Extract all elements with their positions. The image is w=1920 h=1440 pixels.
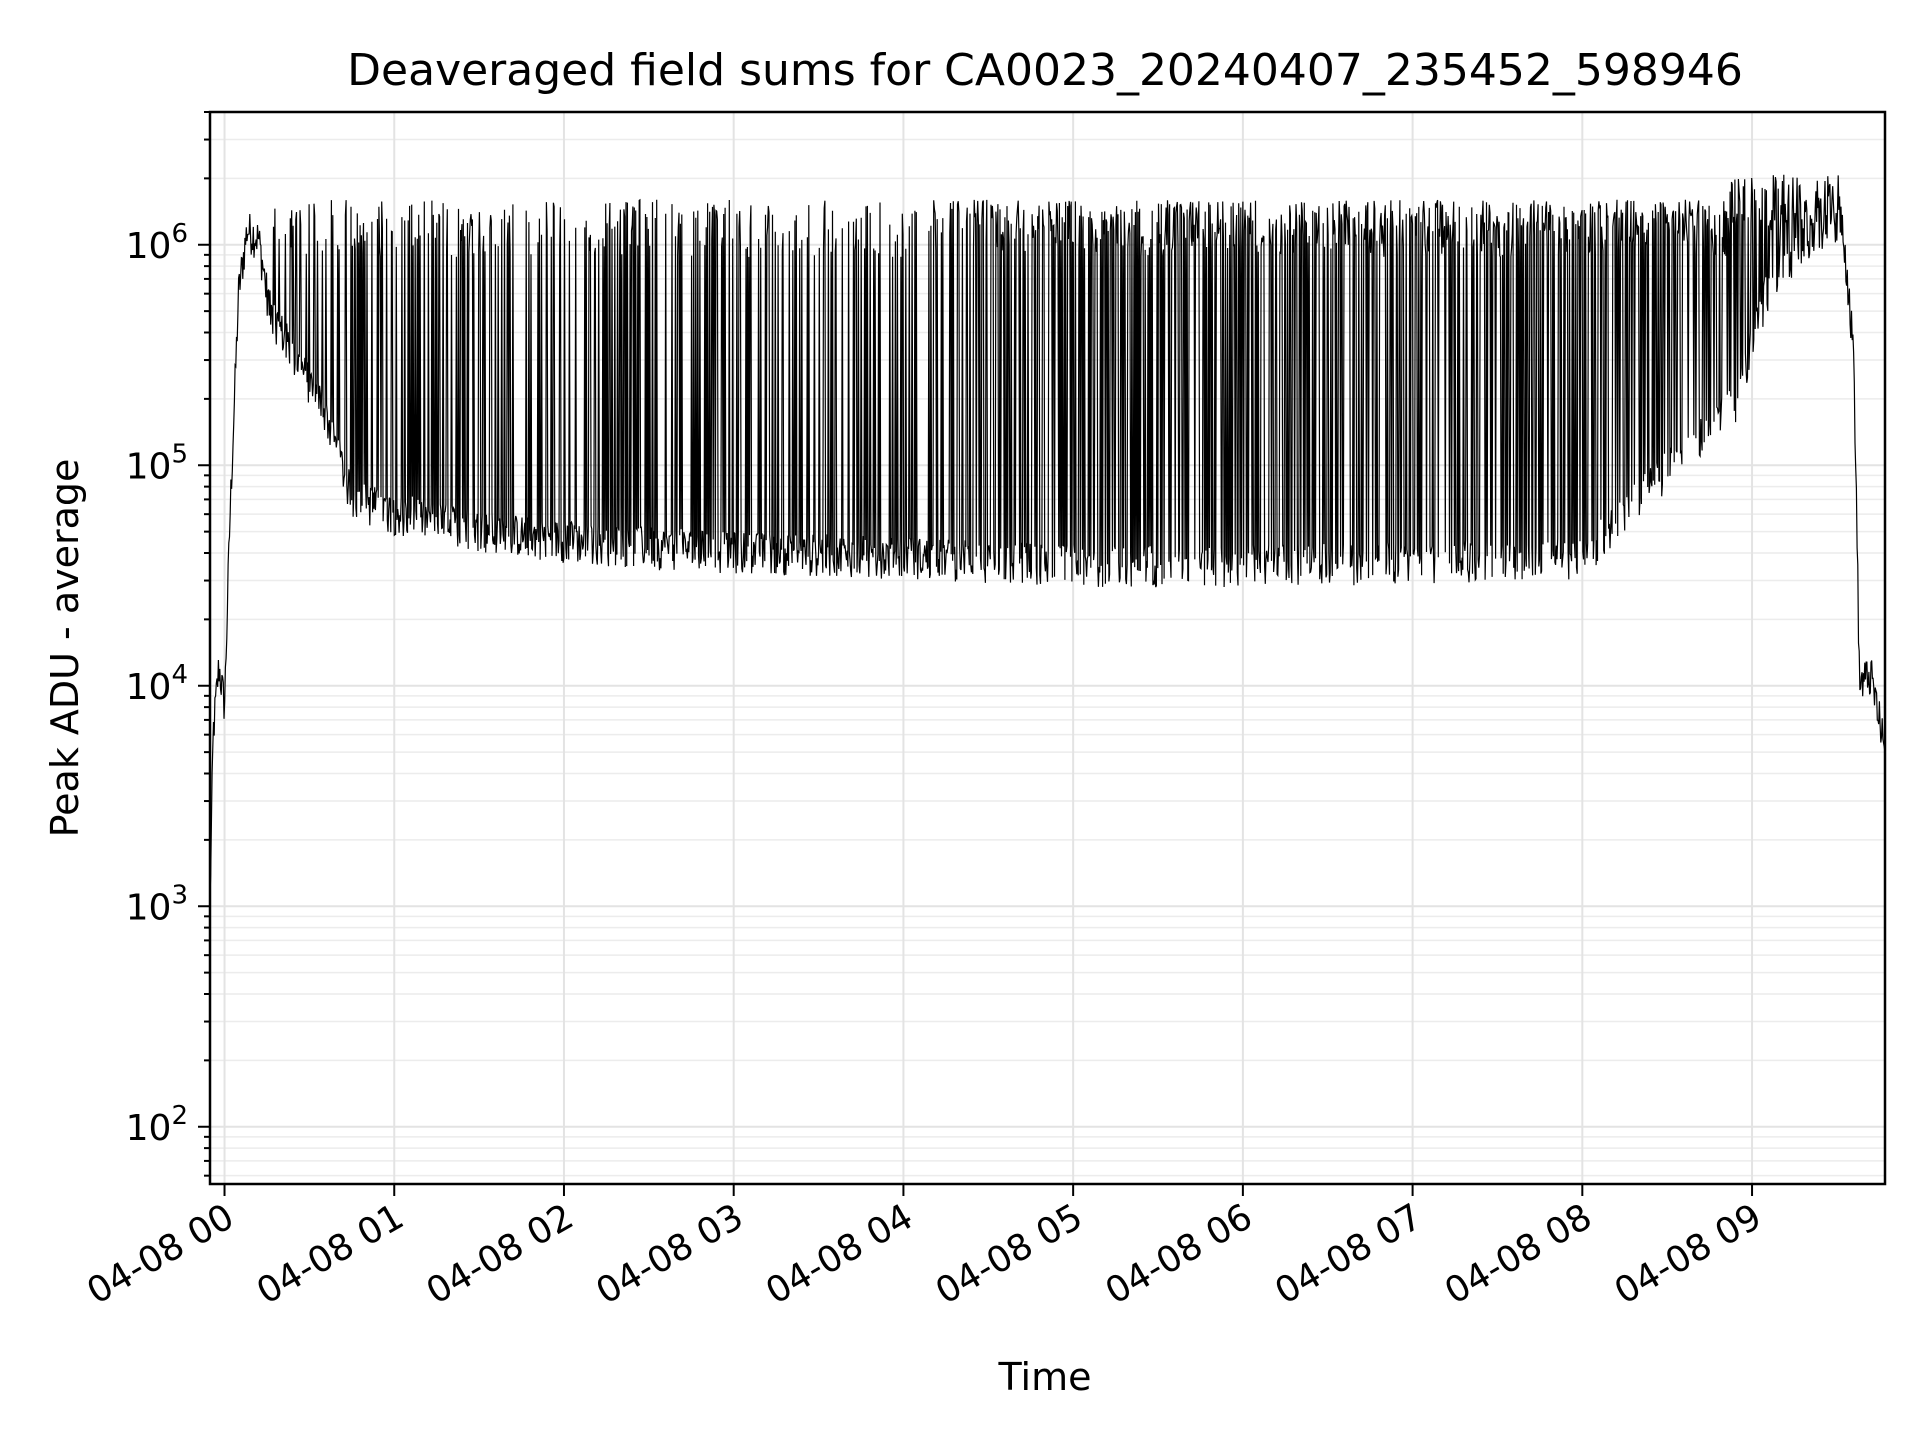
x-tick-label: 04-08 00	[80, 1196, 241, 1312]
plot-frame	[208, 110, 1887, 1186]
y-tick-label: 105	[126, 439, 188, 487]
x-tick-label: 04-08 06	[1099, 1196, 1260, 1312]
x-tick-label: 04-08 07	[1268, 1196, 1429, 1312]
y-tick-label: 106	[126, 219, 188, 267]
series-layer	[209, 174, 1886, 898]
x-tick-label: 04-08 08	[1438, 1196, 1599, 1312]
y-axis-label: Peak ADU - average	[43, 459, 87, 838]
y-axis: 102 103 104 105 106	[126, 111, 210, 1177]
y-tick-label: 103	[126, 880, 188, 928]
x-tick-label: 04-08 02	[420, 1196, 581, 1312]
y-tick-label: 102	[126, 1101, 188, 1149]
chart-title: Deaveraged field sums for CA0023_2024040…	[347, 45, 1743, 96]
x-tick-label: 04-08 01	[250, 1196, 411, 1312]
x-axis: 04-08 00 04-08 01 04-08 02 04-08 03 04-08 04…	[80, 1184, 1769, 1313]
x-axis-label: Time	[998, 1355, 1092, 1399]
series-line	[209, 174, 1886, 898]
x-tick-label: 04-08 04	[759, 1196, 920, 1312]
x-tick-label: 04-08 09	[1608, 1196, 1769, 1312]
y-tick-label: 104	[126, 660, 188, 708]
x-tick-label: 04-08 03	[590, 1196, 751, 1312]
x-tick-label: 04-08 05	[929, 1196, 1090, 1312]
